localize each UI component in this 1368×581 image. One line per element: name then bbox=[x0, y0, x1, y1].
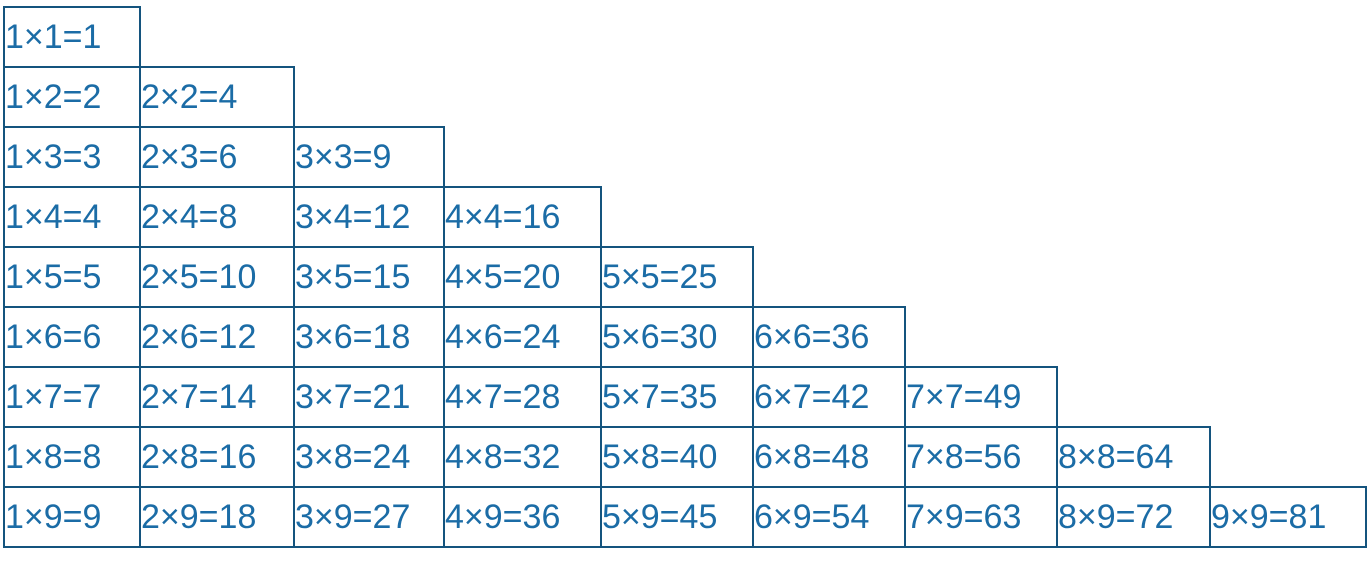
blank-area bbox=[1210, 307, 1366, 367]
multiplication-cell: 4×4=16 bbox=[443, 186, 602, 248]
blank-area bbox=[753, 67, 905, 127]
blank-area bbox=[1210, 67, 1366, 127]
multiplication-cell: 2×3=6 bbox=[139, 126, 295, 188]
blank-area bbox=[905, 7, 1057, 67]
multiplication-cell: 1×6=6 bbox=[3, 306, 141, 368]
blank-area bbox=[753, 127, 905, 187]
multiplication-cell: 7×8=56 bbox=[904, 426, 1058, 488]
blank-area bbox=[1057, 367, 1210, 427]
blank-area bbox=[601, 187, 753, 247]
multiplication-cell: 1×4=4 bbox=[3, 186, 141, 248]
table-row: 1×6=6 2×6=12 3×6=18 4×6=24 5×6=30 6×6=36 bbox=[3, 306, 1366, 368]
multiplication-cell: 3×4=12 bbox=[293, 186, 445, 248]
multiplication-cell: 2×9=18 bbox=[139, 486, 295, 548]
multiplication-cell: 5×8=40 bbox=[600, 426, 754, 488]
table-row: 1×3=3 2×3=6 3×3=9 bbox=[3, 126, 1366, 188]
multiplication-cell: 5×5=25 bbox=[600, 246, 754, 308]
table-row: 1×8=8 2×8=16 3×8=24 4×8=32 5×8=40 6×8=48 7×8=5… bbox=[3, 426, 1366, 488]
multiplication-cell: 2×7=14 bbox=[139, 366, 295, 428]
table-row: 1×4=4 2×4=8 3×4=12 4×4=16 bbox=[3, 186, 1366, 248]
blank-area bbox=[1057, 187, 1210, 247]
multiplication-cell: 7×7=49 bbox=[904, 366, 1058, 428]
multiplication-cell: 1×9=9 bbox=[3, 486, 141, 548]
blank-area bbox=[905, 247, 1057, 307]
blank-area bbox=[1057, 67, 1210, 127]
multiplication-cell: 1×5=5 bbox=[3, 246, 141, 308]
table-row: 1×7=7 2×7=14 3×7=21 4×7=28 5×7=35 6×7=42 7×7=4… bbox=[3, 366, 1366, 428]
multiplication-cell: 4×6=24 bbox=[443, 306, 602, 368]
blank-area bbox=[1210, 127, 1366, 187]
multiplication-cell: 6×7=42 bbox=[752, 366, 906, 428]
blank-area bbox=[753, 187, 905, 247]
multiplication-cell: 3×5=15 bbox=[293, 246, 445, 308]
blank-area bbox=[1210, 187, 1366, 247]
blank-area bbox=[601, 67, 753, 127]
blank-area bbox=[294, 7, 444, 67]
multiplication-cell: 1×8=8 bbox=[3, 426, 141, 488]
blank-area bbox=[140, 7, 294, 67]
multiplication-cell: 4×7=28 bbox=[443, 366, 602, 428]
blank-area bbox=[601, 127, 753, 187]
multiplication-table-page: 1×1=1 1×2=2 2×2=4 1×3=3 2×3=6 3×3=9 1×4=4 2×4=8… bbox=[0, 6, 1368, 548]
blank-area bbox=[601, 7, 753, 67]
multiplication-cell: 6×9=54 bbox=[752, 486, 906, 548]
blank-area bbox=[753, 7, 905, 67]
blank-area bbox=[444, 67, 601, 127]
multiplication-cell: 6×6=36 bbox=[752, 306, 906, 368]
multiplication-cell: 5×6=30 bbox=[600, 306, 754, 368]
multiplication-cell: 1×3=3 bbox=[3, 126, 141, 188]
multiplication-table: 1×1=1 1×2=2 2×2=4 1×3=3 2×3=6 3×3=9 1×4=4 2×4=8… bbox=[3, 6, 1367, 548]
multiplication-cell: 2×8=16 bbox=[139, 426, 295, 488]
blank-area bbox=[1057, 7, 1210, 67]
multiplication-cell: 2×2=4 bbox=[139, 66, 295, 128]
multiplication-cell: 6×8=48 bbox=[752, 426, 906, 488]
multiplication-cell: 8×9=72 bbox=[1056, 486, 1211, 548]
blank-area bbox=[1057, 307, 1210, 367]
multiplication-cell: 1×7=7 bbox=[3, 366, 141, 428]
multiplication-cell: 3×6=18 bbox=[293, 306, 445, 368]
multiplication-cell: 3×3=9 bbox=[293, 126, 445, 188]
blank-area bbox=[1210, 247, 1366, 307]
blank-area bbox=[294, 67, 444, 127]
blank-area bbox=[1057, 247, 1210, 307]
blank-area bbox=[444, 7, 601, 67]
multiplication-cell: 1×1=1 bbox=[3, 6, 141, 68]
multiplication-cell: 2×6=12 bbox=[139, 306, 295, 368]
multiplication-cell: 1×2=2 bbox=[3, 66, 141, 128]
multiplication-cell: 4×5=20 bbox=[443, 246, 602, 308]
blank-area bbox=[753, 247, 905, 307]
table-row: 1×5=5 2×5=10 3×5=15 4×5=20 5×5=25 bbox=[3, 246, 1366, 308]
blank-area bbox=[1057, 127, 1210, 187]
blank-area bbox=[1210, 427, 1366, 487]
blank-area bbox=[905, 307, 1057, 367]
table-row: 1×2=2 2×2=4 bbox=[3, 66, 1366, 128]
multiplication-cell: 4×8=32 bbox=[443, 426, 602, 488]
blank-area bbox=[1210, 367, 1366, 427]
multiplication-cell: 3×9=27 bbox=[293, 486, 445, 548]
blank-area bbox=[905, 67, 1057, 127]
table-row: 1×1=1 bbox=[3, 6, 1366, 68]
multiplication-cell: 2×4=8 bbox=[139, 186, 295, 248]
table-row: 1×9=9 2×9=18 3×9=27 4×9=36 5×9=45 6×9=54 7×9=6… bbox=[3, 486, 1367, 548]
multiplication-cell: 3×7=21 bbox=[293, 366, 445, 428]
multiplication-cell: 3×8=24 bbox=[293, 426, 445, 488]
blank-area bbox=[1210, 7, 1366, 67]
multiplication-cell: 7×9=63 bbox=[904, 486, 1058, 548]
multiplication-cell: 2×5=10 bbox=[139, 246, 295, 308]
multiplication-cell: 8×8=64 bbox=[1056, 426, 1211, 488]
multiplication-cell: 5×7=35 bbox=[600, 366, 754, 428]
blank-area bbox=[905, 127, 1057, 187]
multiplication-cell: 5×9=45 bbox=[600, 486, 754, 548]
multiplication-cell: 9×9=81 bbox=[1209, 486, 1367, 548]
blank-area bbox=[444, 127, 601, 187]
multiplication-cell: 4×9=36 bbox=[443, 486, 602, 548]
blank-area bbox=[905, 187, 1057, 247]
